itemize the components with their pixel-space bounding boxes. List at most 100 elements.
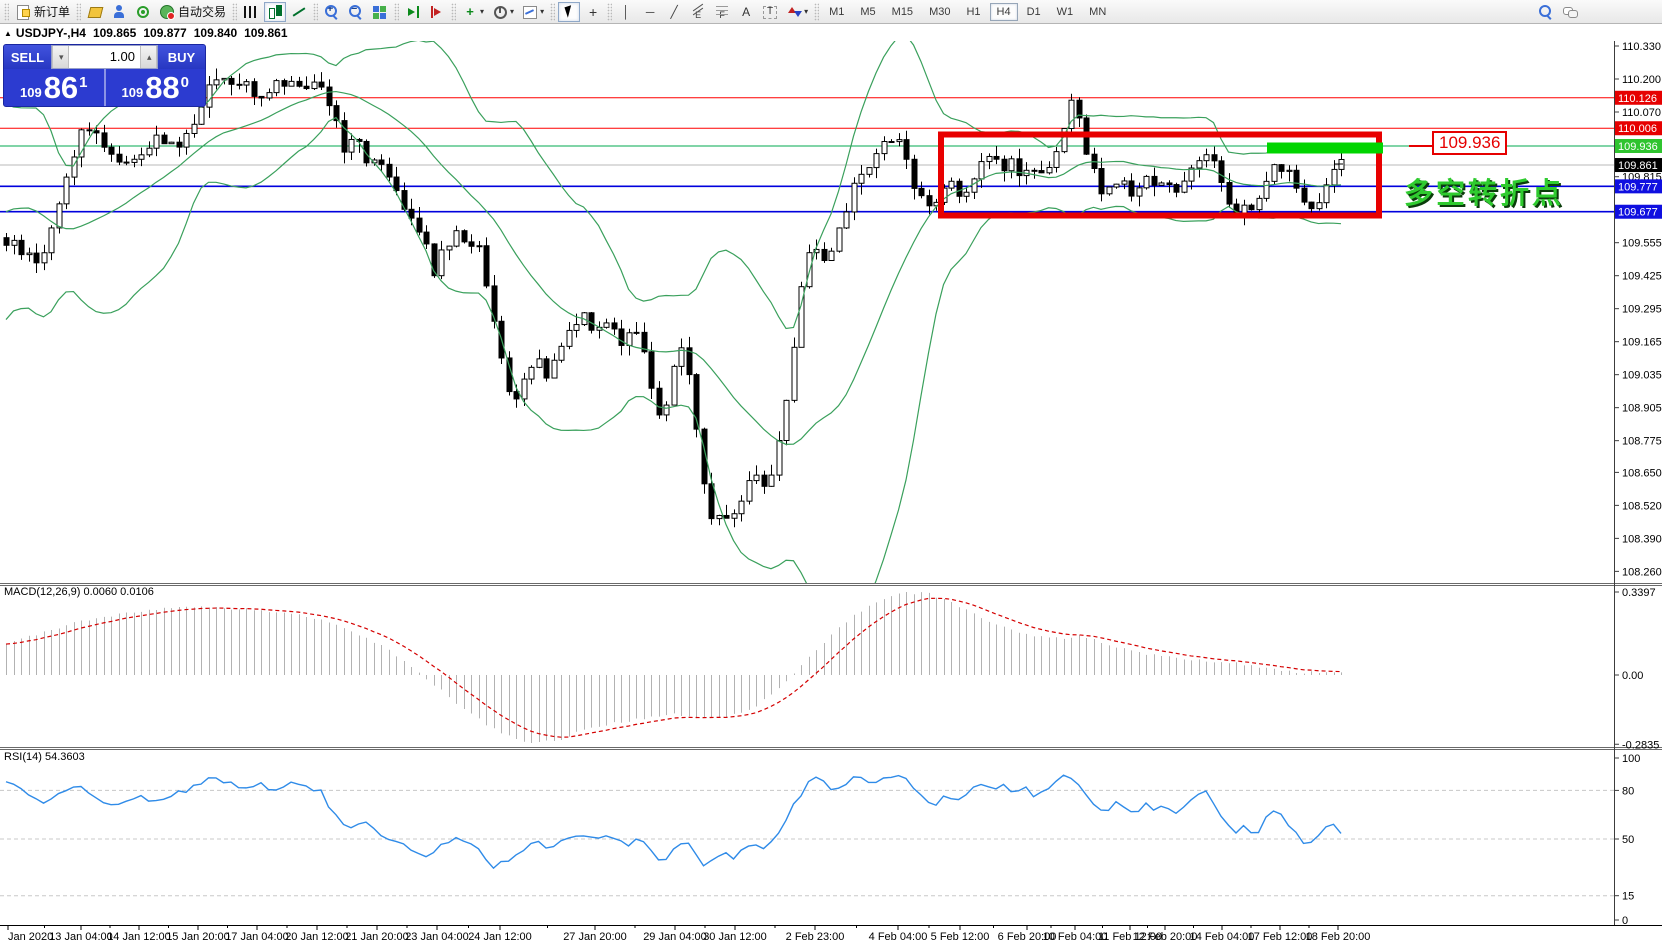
new-order-icon — [15, 4, 31, 20]
svg-text:27 Jan 20:00: 27 Jan 20:00 — [563, 931, 627, 943]
bollinger-bands — [5, 40, 1342, 583]
svg-text:109.295: 109.295 — [1622, 304, 1662, 316]
svg-text:6 Feb 20:00: 6 Feb 20:00 — [998, 931, 1057, 943]
price-badge: 110.126 — [1615, 90, 1662, 105]
line-chart-icon — [291, 4, 307, 20]
svg-text:50: 50 — [1622, 834, 1634, 846]
svg-text:23 Jan 04:00: 23 Jan 04:00 — [405, 931, 469, 943]
timeframe-m1-button[interactable]: M1 — [822, 3, 851, 21]
buy-button[interactable]: BUY — [158, 45, 205, 69]
buy-price[interactable]: 109 88 0 — [106, 69, 206, 106]
arrows-button[interactable]: ▾ — [783, 2, 811, 22]
turn-point-annotation[interactable]: 多空转折点 — [1404, 178, 1565, 210]
zoom-in-button[interactable]: + — [321, 2, 343, 22]
toolbar-button-label: 新订单 — [34, 5, 71, 19]
vertical-line-button[interactable]: │ — [615, 2, 637, 22]
zoom-in-icon: + — [324, 3, 340, 20]
templates-icon — [522, 4, 538, 20]
cursor-button[interactable] — [558, 1, 581, 22]
zoom-out-button[interactable]: − — [345, 2, 367, 22]
chevron-down-icon: ▾ — [510, 7, 515, 16]
tile-windows-button[interactable] — [369, 2, 391, 22]
quote-symbol: USDJPY-,H4 — [15, 26, 86, 40]
indicators-button[interactable]: + ▾ — [459, 2, 487, 22]
timeframe-m30-button[interactable]: M30 — [922, 3, 957, 21]
line-chart-button[interactable] — [288, 2, 310, 22]
svg-text:18 Feb 20:00: 18 Feb 20:00 — [1306, 931, 1371, 943]
svg-text:80: 80 — [1622, 785, 1634, 797]
horizontal-line-icon: ─ — [645, 4, 655, 19]
bar-chart-button[interactable] — [240, 2, 262, 22]
svg-text:109.861: 109.861 — [1618, 160, 1658, 172]
svg-text:0: 0 — [1622, 915, 1628, 927]
quote-low: 109.840 — [193, 26, 238, 40]
timeframe-mn-button[interactable]: MN — [1082, 3, 1113, 21]
price-badge: 109.777 — [1615, 179, 1662, 194]
horizontal-line-button[interactable]: ─ — [639, 2, 661, 22]
svg-text:29 Jan 04:00: 29 Jan 04:00 — [643, 931, 707, 943]
candlestick-button[interactable] — [264, 1, 287, 22]
timeframe-m15-button[interactable]: M15 — [885, 3, 920, 21]
svg-text:-0.2835: -0.2835 — [1622, 739, 1659, 751]
price-callout-label[interactable]: 109.936 — [1432, 131, 1508, 155]
svg-text:14 Jan 12:00: 14 Jan 12:00 — [107, 931, 171, 943]
svg-text:14 Feb 04:00: 14 Feb 04:00 — [1190, 931, 1255, 943]
svg-text:108.905: 108.905 — [1622, 403, 1662, 415]
svg-text:110.330: 110.330 — [1622, 41, 1661, 53]
search-button[interactable] — [1535, 2, 1557, 22]
volume-decrease-button[interactable]: ▾ — [52, 46, 69, 68]
chat-button[interactable] — [1559, 2, 1581, 22]
svg-text:110.006: 110.006 — [1618, 123, 1657, 135]
new-order-button[interactable]: 新订单 — [12, 2, 73, 22]
red-box-annotation — [938, 131, 1382, 219]
timeframe-h1-button[interactable]: H1 — [959, 3, 987, 21]
svg-text:109.555: 109.555 — [1622, 238, 1662, 250]
navigator-button[interactable] — [132, 2, 154, 22]
channel-button[interactable]: E — [687, 2, 709, 22]
toolbar-grip — [550, 2, 556, 21]
timeframe-h4-button[interactable]: H4 — [989, 2, 1018, 21]
svg-text:17 Jan 04:00: 17 Jan 04:00 — [225, 931, 289, 943]
rsi-line-layer — [5, 774, 1342, 870]
timeframe-d1-button[interactable]: D1 — [1020, 3, 1048, 21]
crosshair-button[interactable]: + — [582, 2, 604, 22]
toolbar: 新订单 自动交易 + − + ▾ ▾ ▾ + │ ─ ╱ E F A T ▾ M1 M5 M15 M30 H1 H4 D1 W1… — [0, 0, 1662, 24]
sell-button[interactable]: SELL — [4, 45, 51, 69]
svg-text:109.165: 109.165 — [1622, 337, 1662, 349]
quote-open: 109.865 — [92, 26, 137, 40]
rsi-label: RSI(14) 54.3603 — [4, 751, 85, 763]
data-window-button[interactable] — [108, 2, 130, 22]
sell-price[interactable]: 109 86 1 — [4, 69, 104, 106]
templates-button[interactable]: ▾ — [519, 2, 547, 22]
market-watch-button[interactable] — [84, 2, 106, 22]
crosshair-icon: + — [588, 3, 598, 20]
text-button[interactable]: A — [735, 2, 757, 22]
svg-text:20 Jan 12:00: 20 Jan 12:00 — [285, 931, 349, 943]
volume-increase-button[interactable]: ▴ — [140, 46, 157, 68]
chart-shift-button[interactable] — [426, 2, 448, 22]
sell-price-sup: 1 — [79, 74, 88, 91]
toolbar-grip — [76, 2, 82, 21]
volume-input[interactable]: 1.00 — [109, 49, 135, 64]
autotrade-icon — [159, 4, 176, 20]
rsi-header: RSI(14) 54.3603 — [4, 751, 85, 763]
text-icon: A — [742, 4, 751, 19]
chat-icon — [1562, 4, 1578, 20]
price-badge: 109.861 — [1615, 158, 1662, 173]
trendline-button[interactable]: ╱ — [663, 2, 685, 22]
periods-button[interactable]: ▾ — [489, 2, 517, 22]
fibonacci-button[interactable]: F — [711, 2, 733, 22]
buy-price-sup: 0 — [180, 74, 190, 91]
autoscroll-button[interactable] — [402, 2, 424, 22]
toolbar-grip — [814, 2, 820, 21]
sell-price-prefix: 109 — [19, 85, 42, 100]
timeframe-m5-button[interactable]: M5 — [853, 3, 882, 21]
arrows-icon — [786, 4, 803, 20]
svg-text:109.777: 109.777 — [1618, 181, 1658, 193]
timeframe-w1-button[interactable]: W1 — [1050, 3, 1081, 21]
label-button[interactable]: T — [759, 2, 781, 22]
zoom-out-icon: − — [348, 3, 364, 20]
svg-text:17 Feb 12:00: 17 Feb 12:00 — [1248, 931, 1313, 943]
autotrade-button[interactable]: 自动交易 — [156, 2, 229, 22]
